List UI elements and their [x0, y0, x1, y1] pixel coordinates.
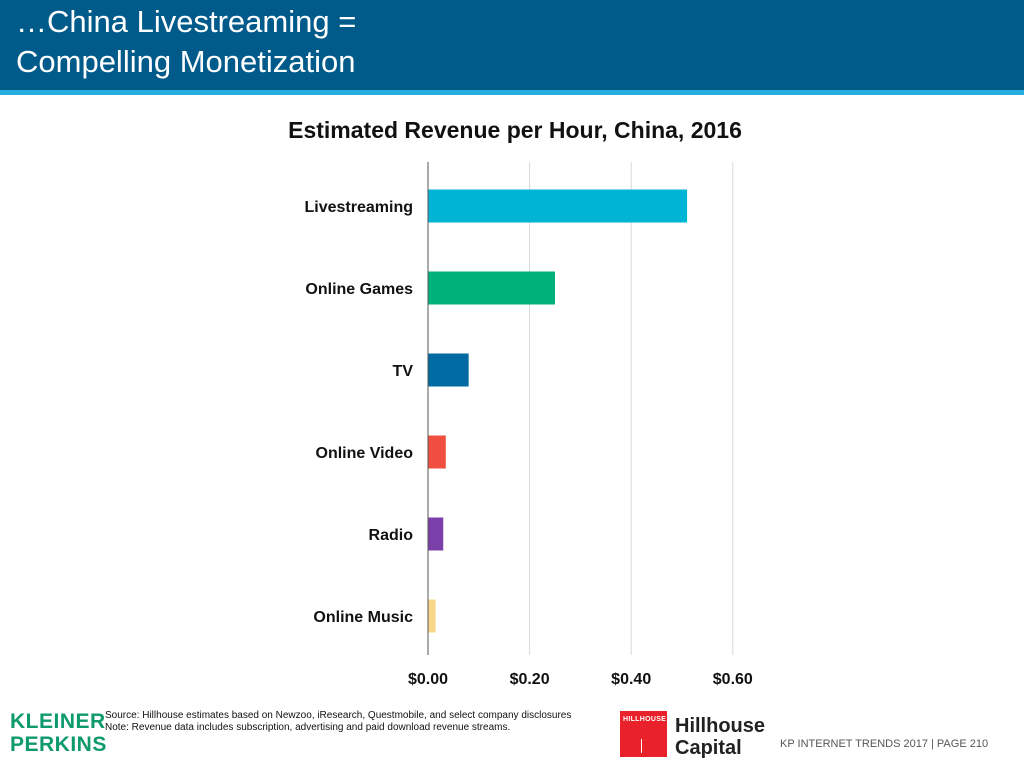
hillhouse-name-line-1: Hillhouse	[675, 715, 766, 737]
x-tick-label: $0.20	[510, 671, 550, 688]
category-label: Online Video	[316, 445, 414, 462]
bar	[428, 599, 436, 633]
bar	[428, 517, 444, 551]
chart-title: Estimated Revenue per Hour, China, 2016	[288, 117, 742, 143]
bar	[428, 271, 555, 305]
category-label: Online Games	[305, 281, 413, 298]
bar	[428, 189, 688, 223]
hillhouse-logo-text: HILLHOUSE	[623, 716, 667, 723]
note-text: Note: Revenue data includes subscription…	[105, 722, 511, 733]
slide-title-line-1: …China Livestreaming =	[16, 4, 357, 39]
category-label: Radio	[369, 527, 414, 544]
hillhouse-logo: HILLHOUSE	[620, 711, 667, 757]
category-label: Livestreaming	[305, 199, 413, 216]
hillhouse-logo-mark	[641, 739, 642, 753]
brand-line-1: KLEINER	[10, 710, 106, 733]
hillhouse-name-line-2: Capital	[675, 737, 742, 759]
x-tick-label: $0.40	[611, 671, 651, 688]
x-tick-label: $0.00	[408, 671, 448, 688]
title-banner: …China Livestreaming = Compelling Moneti…	[0, 0, 1024, 90]
source-text: Source: Hillhouse estimates based on New…	[105, 710, 572, 721]
bar	[428, 353, 469, 387]
title-divider	[0, 90, 1024, 95]
bar	[428, 435, 446, 469]
category-label: Online Music	[313, 609, 413, 626]
category-label: TV	[393, 363, 414, 380]
x-tick-label: $0.60	[713, 671, 753, 688]
brand-line-2: PERKINS	[10, 733, 107, 756]
kleiner-perkins-logo: KLEINER PERKINS	[10, 710, 107, 756]
slide-title-line-2: Compelling Monetization	[16, 44, 356, 79]
bar-chart: $0.00 $0.20 $0.40 $0.60 Livestreaming Online …	[305, 162, 753, 688]
hillhouse-name: Hillhouse Capital	[675, 715, 765, 759]
page-reference: KP INTERNET TRENDS 2017 | PAGE 210	[780, 738, 989, 750]
source-notes: Source: Hillhouse estimates based on New…	[105, 710, 571, 734]
